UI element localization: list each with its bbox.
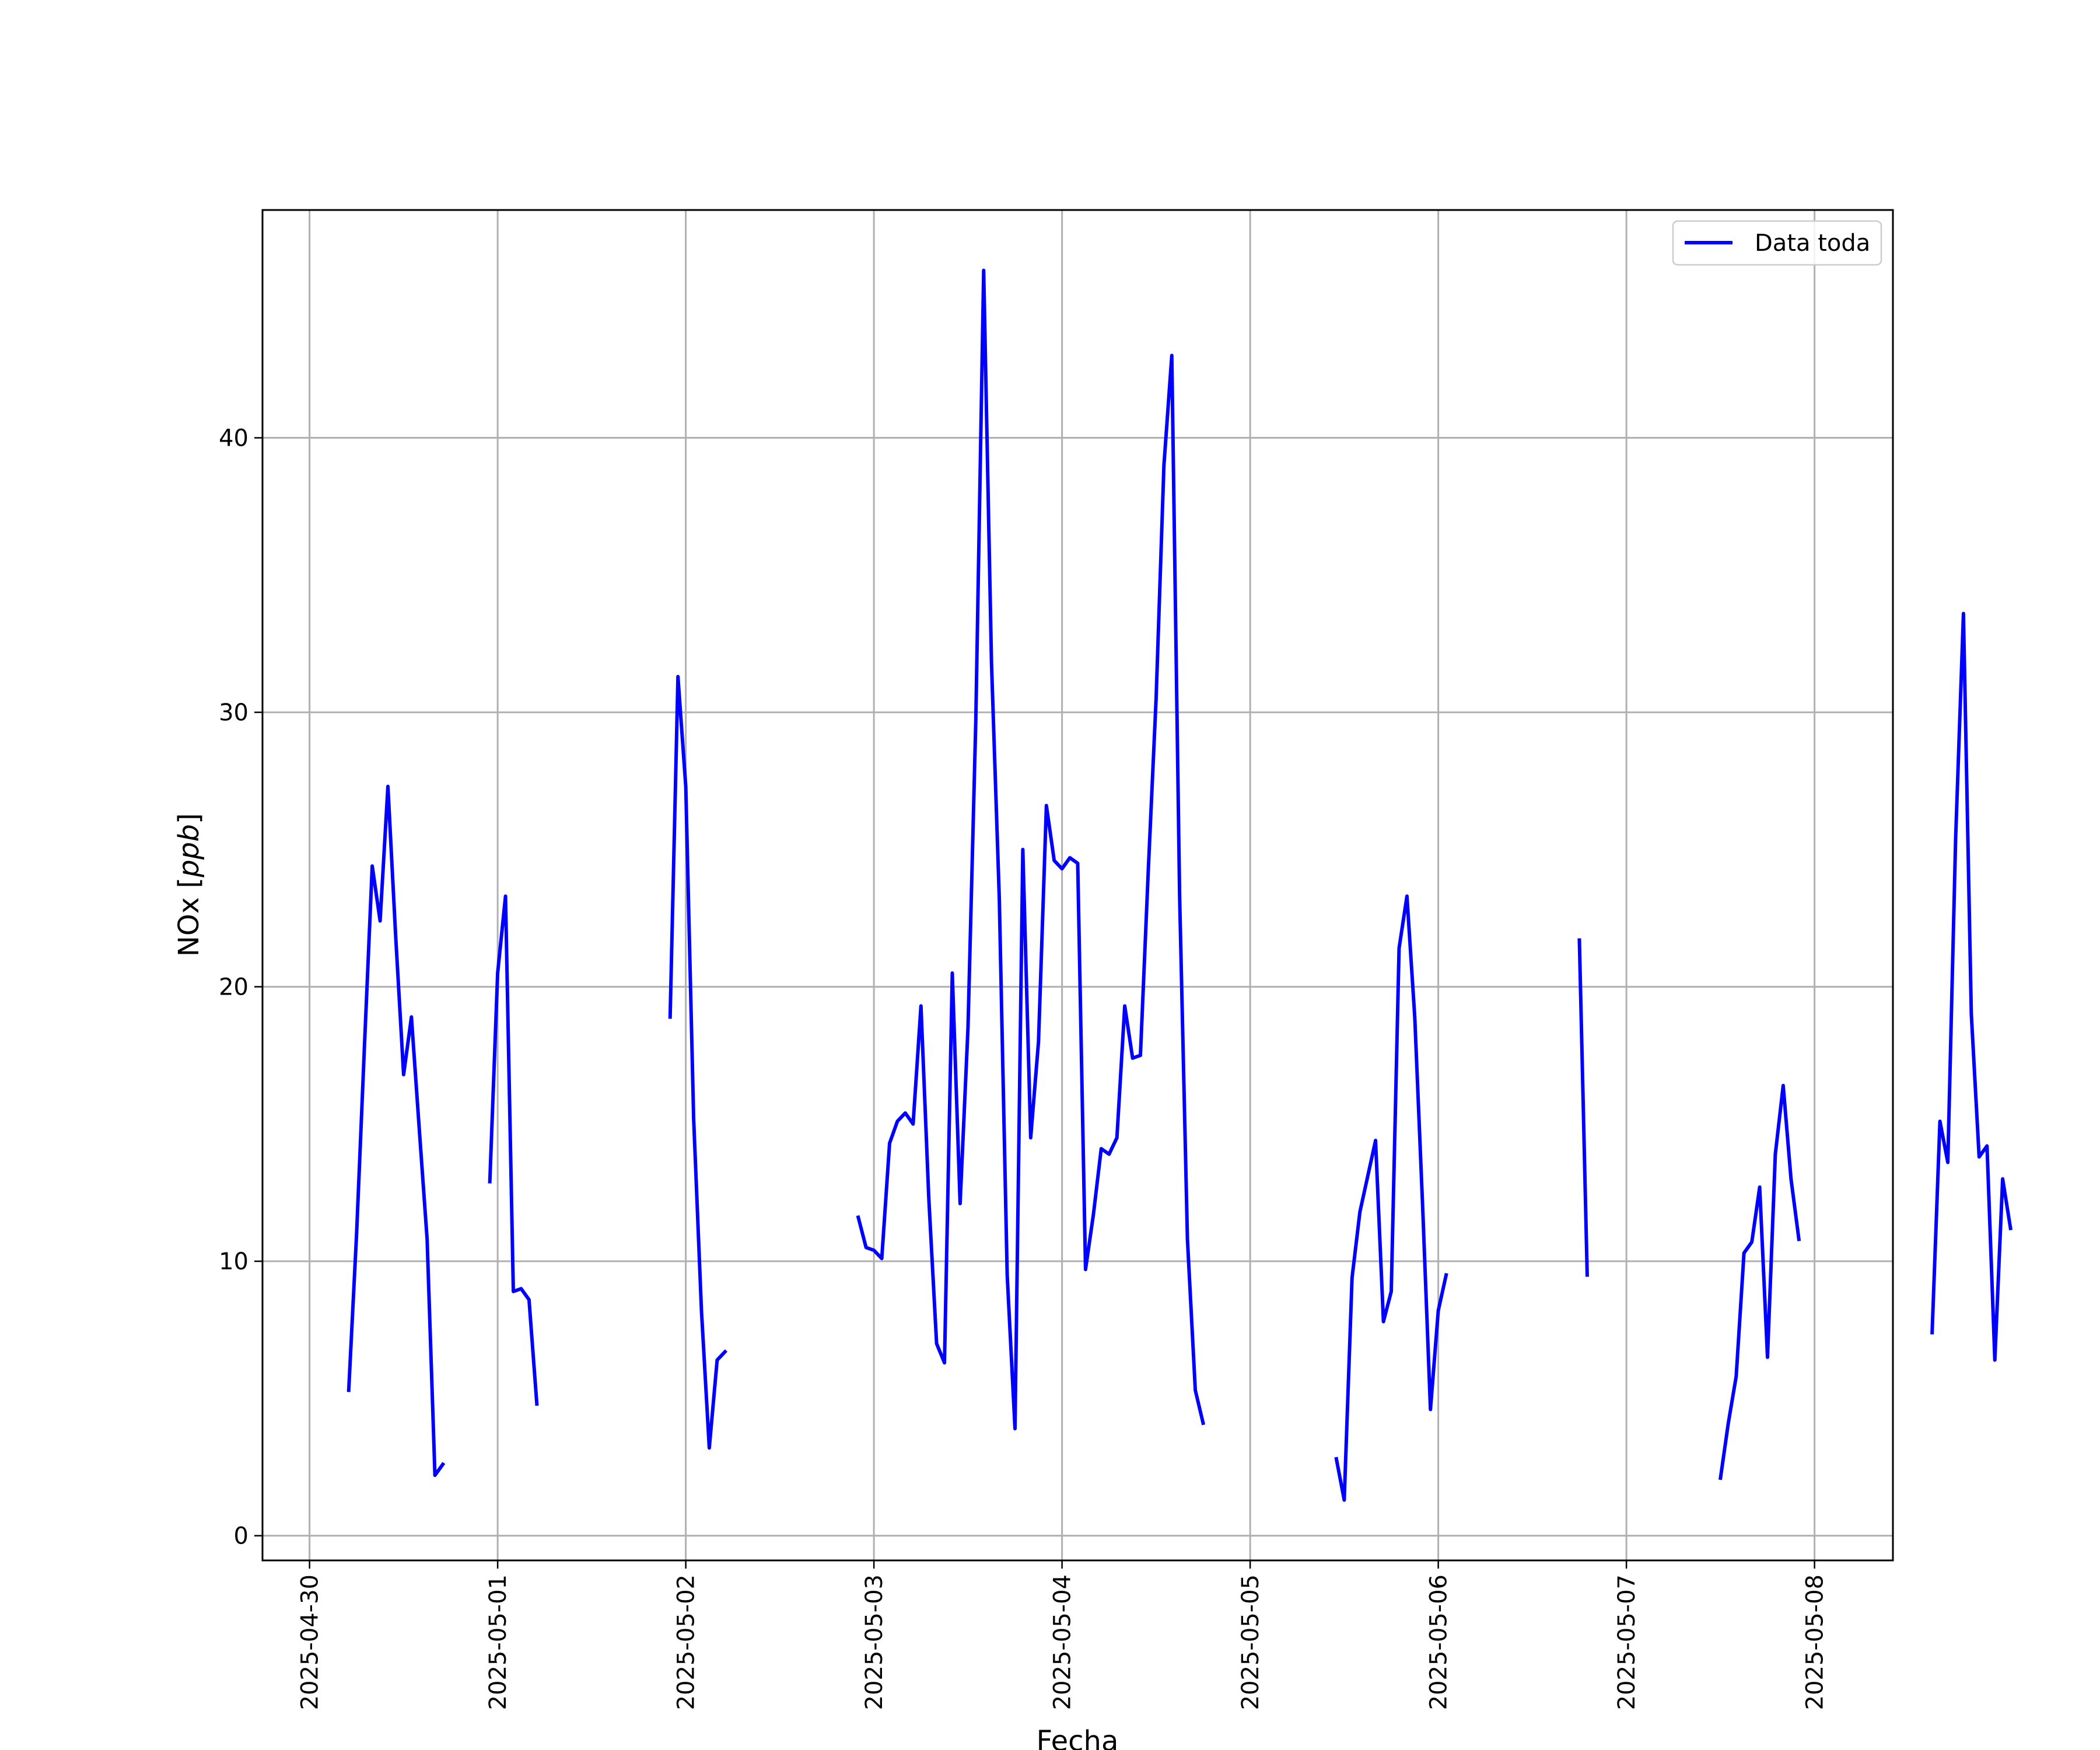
y-tick-label: 30 bbox=[219, 699, 249, 726]
x-tick-label: 2025-05-01 bbox=[485, 1574, 512, 1710]
x-tick-label: 2025-05-07 bbox=[1614, 1574, 1640, 1710]
x-tick-label: 2025-05-03 bbox=[861, 1574, 888, 1710]
y-axis-label-suffix: ] bbox=[173, 813, 205, 824]
legend-label: Data toda bbox=[1755, 230, 1870, 257]
x-tick-label: 2025-04-30 bbox=[297, 1574, 324, 1710]
y-tick-label: 0 bbox=[234, 1523, 249, 1550]
x-tick-label: 2025-05-04 bbox=[1049, 1574, 1076, 1710]
series-line-segment bbox=[1577, 938, 1589, 1277]
series-line-segment bbox=[1930, 611, 2013, 1362]
y-axis-label-prefix: NOx [ bbox=[173, 877, 205, 957]
legend-box bbox=[1672, 220, 1882, 266]
legend: Data toda bbox=[1672, 220, 1882, 266]
plot-frame bbox=[261, 209, 1894, 1562]
series-line-segment bbox=[1334, 894, 1448, 1502]
series-line-segment bbox=[1718, 1084, 1801, 1480]
y-axis-label-unit: ppb bbox=[173, 824, 205, 878]
x-tick-label: 2025-05-06 bbox=[1426, 1574, 1452, 1710]
series-line-segment bbox=[346, 785, 446, 1478]
series-line-segment bbox=[488, 894, 539, 1406]
x-tick-label: 2025-05-08 bbox=[1802, 1574, 1829, 1710]
x-tick-label: 2025-05-05 bbox=[1237, 1574, 1264, 1710]
x-tick-label: 2025-05-02 bbox=[673, 1574, 700, 1710]
y-tick-label: 20 bbox=[219, 974, 249, 1001]
y-tick-label: 40 bbox=[219, 425, 249, 452]
x-axis-label: Fecha bbox=[1037, 1725, 1119, 1750]
y-tick-label: 10 bbox=[219, 1248, 249, 1275]
y-axis-label: NOx [ppb] bbox=[173, 813, 205, 957]
data-series bbox=[346, 268, 2013, 1502]
series-line-segment bbox=[668, 674, 728, 1450]
series-line-segment bbox=[856, 268, 1206, 1431]
grid bbox=[262, 210, 1893, 1560]
axis-ticks: 2025-04-30 2025-05-01 2025-05-02 2025-05-03… bbox=[219, 425, 1829, 1710]
